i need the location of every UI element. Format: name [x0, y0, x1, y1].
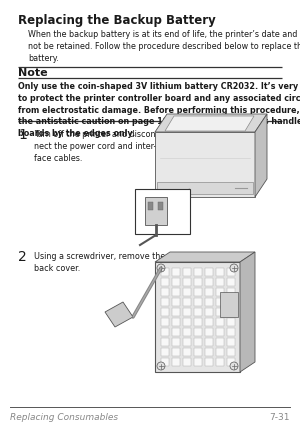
Bar [227, 348, 235, 356]
Bar [194, 328, 202, 336]
Bar [183, 358, 191, 366]
Bar [205, 348, 213, 356]
Text: Replacing Consumables: Replacing Consumables [10, 412, 118, 421]
Bar [194, 348, 202, 356]
Bar [227, 318, 235, 326]
Bar [216, 348, 224, 356]
Text: Using a screwdriver, remove the
back cover.: Using a screwdriver, remove the back cov… [34, 251, 165, 272]
Bar [183, 298, 191, 306]
Text: When the backup battery is at its end of life, the printer’s date and time can-
: When the backup battery is at its end of… [28, 30, 300, 63]
Bar [172, 338, 180, 346]
Text: Replacing the Backup Battery: Replacing the Backup Battery [18, 14, 216, 27]
Bar [216, 288, 224, 296]
Circle shape [157, 362, 165, 370]
Bar [205, 328, 213, 336]
Bar [216, 358, 224, 366]
Bar [227, 278, 235, 286]
Bar [183, 338, 191, 346]
Text: 1: 1 [18, 128, 27, 142]
Text: 7-31: 7-31 [269, 412, 290, 421]
Bar [194, 308, 202, 316]
Bar [172, 268, 180, 276]
Bar [227, 338, 235, 346]
Bar [161, 328, 169, 336]
Polygon shape [105, 302, 133, 327]
Bar [205, 268, 213, 276]
Bar [194, 268, 202, 276]
Bar [148, 202, 153, 210]
Bar [227, 268, 235, 276]
Bar [205, 318, 213, 326]
Bar [172, 298, 180, 306]
Bar [172, 308, 180, 316]
Circle shape [230, 265, 238, 272]
Bar [216, 338, 224, 346]
Bar [135, 190, 190, 234]
Bar [194, 298, 202, 306]
Bar [227, 288, 235, 296]
Polygon shape [155, 132, 255, 198]
Bar [161, 288, 169, 296]
Bar [216, 308, 224, 316]
Bar [205, 298, 213, 306]
Bar [216, 328, 224, 336]
Polygon shape [240, 253, 255, 372]
Polygon shape [155, 115, 267, 132]
Bar [183, 308, 191, 316]
Text: Note: Note [18, 68, 48, 78]
Bar [205, 358, 213, 366]
Bar [183, 328, 191, 336]
Bar [161, 318, 169, 326]
Bar [183, 288, 191, 296]
Bar [194, 358, 202, 366]
Text: Only use the coin-shaped 3V lithium battery CR2032. It’s very important
to prote: Only use the coin-shaped 3V lithium batt… [18, 82, 300, 138]
Bar [227, 308, 235, 316]
Bar [172, 318, 180, 326]
Bar [161, 308, 169, 316]
Bar [161, 268, 169, 276]
Bar [205, 308, 213, 316]
Bar [155, 262, 240, 372]
Bar [161, 358, 169, 366]
Bar [161, 348, 169, 356]
Bar [216, 268, 224, 276]
Bar [161, 298, 169, 306]
Bar [216, 278, 224, 286]
Bar [216, 318, 224, 326]
Text: Turn off the printer and discon-
nect the power cord and inter-
face cables.: Turn off the printer and discon- nect th… [34, 130, 158, 162]
Bar [183, 278, 191, 286]
Polygon shape [165, 117, 254, 132]
Bar [216, 298, 224, 306]
Text: 2: 2 [18, 249, 27, 263]
Bar [183, 348, 191, 356]
Bar [220, 292, 238, 317]
Bar [194, 338, 202, 346]
Bar [205, 338, 213, 346]
Bar [183, 268, 191, 276]
Bar [205, 288, 213, 296]
Bar [172, 348, 180, 356]
Bar [172, 288, 180, 296]
Bar [172, 358, 180, 366]
Bar [172, 278, 180, 286]
Bar [227, 298, 235, 306]
Bar [161, 338, 169, 346]
Bar [183, 318, 191, 326]
Circle shape [157, 265, 165, 272]
Polygon shape [255, 115, 267, 198]
Bar [172, 328, 180, 336]
Bar [145, 198, 167, 225]
Polygon shape [155, 253, 255, 262]
Bar [161, 278, 169, 286]
Bar [227, 358, 235, 366]
Circle shape [230, 362, 238, 370]
Bar [194, 278, 202, 286]
Bar [227, 328, 235, 336]
Bar [157, 183, 253, 195]
Bar [205, 278, 213, 286]
Bar [194, 318, 202, 326]
Bar [194, 288, 202, 296]
Bar [158, 202, 163, 210]
